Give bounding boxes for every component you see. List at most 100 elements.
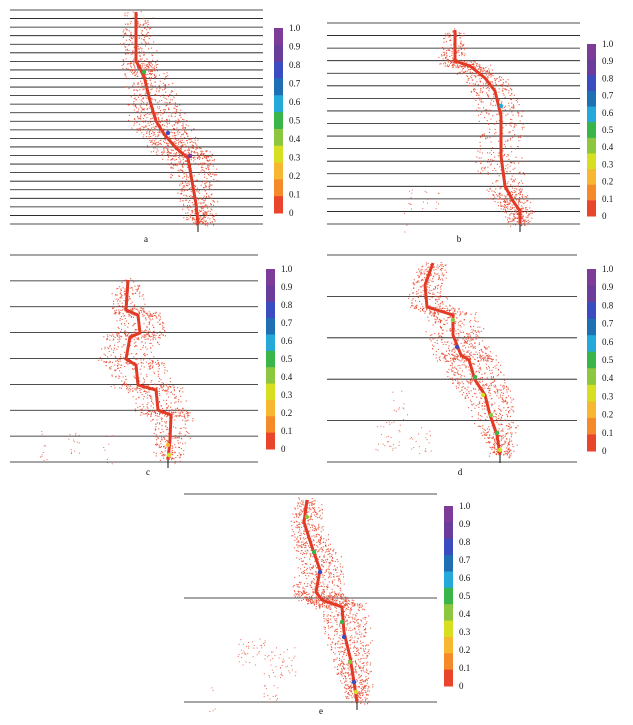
panel-a-colorbar-tick: 0.3: [289, 153, 301, 163]
panel-e-colorbar: 1.0 0.9 0.8 0.7 0.6 0.5 0.4 0.3 0.2 0.1 0: [444, 501, 471, 691]
panel-c-caption: c: [146, 467, 150, 477]
panel-d-layer-lines: [327, 254, 577, 463]
panel-e-damage-marker: [341, 634, 347, 640]
panel-e-colorbar-segment: [444, 620, 453, 638]
panel-d-colorbar-segment: [587, 269, 596, 287]
panel-a-colorbar-segment: [274, 95, 283, 113]
panel-c: 1.0 0.9 0.8 0.7 0.6 0.5 0.4 0.3 0.2 0.1 0 c: [8, 254, 305, 485]
panel-d-damage-marker: [450, 317, 456, 323]
panel-b-layer-lines: [327, 22, 580, 225]
panel-c-colorbar-tick: 0.1: [281, 426, 292, 436]
panel-d-caption: d: [457, 467, 463, 477]
panel-a-colorbar-segment: [274, 28, 283, 46]
panel-a-colorbar-segment: [274, 196, 283, 214]
panel-b-colorbar-segment: [587, 153, 596, 170]
panel-d-damage-marker: [488, 412, 494, 418]
panel-d-colorbar-segment: [587, 368, 596, 386]
panel-c-colorbar-tick: 1.0: [281, 264, 293, 274]
panel-d-colorbar-tick: 1.0: [602, 264, 614, 274]
panel-b-colorbar-segment: [587, 90, 596, 108]
panel-a-colorbar-tick: 0.2: [289, 171, 300, 181]
panel-c-colorbar-tick: 0.3: [281, 390, 293, 400]
panel-d-plot: 1.0 0.9 0.8 0.7 0.6 0.5 0.4 0.3 0.2 0.1 0: [327, 254, 614, 463]
panel-e-colorbar-segment: [444, 571, 453, 589]
panel-a-colorbar-tick: 0.8: [289, 60, 301, 70]
panel-e-caption: e: [319, 706, 323, 716]
panel-c-colorbar-segment: [266, 367, 275, 385]
panel-a: 1.0 0.9 0.8 0.7 0.6 0.5 0.4 0.3 0.2 0.1 0 a: [8, 6, 305, 246]
panel-e-damage-marker: [351, 679, 357, 685]
panel-b: 1.0 0.9 0.8 0.7 0.6 0.5 0.4 0.3 0.2 0.1 0 b: [325, 6, 625, 246]
panel-b-main-crack: [453, 30, 522, 224]
panel-a-colorbar-tick: 1.0: [289, 23, 301, 33]
panel-a-colorbar-tick: 0.1: [289, 190, 300, 200]
panel-e-layer-lines: [184, 493, 437, 703]
panel-c-damage-marker: [166, 452, 172, 458]
panel-c-colorbar-tick: 0.5: [281, 354, 293, 364]
panel-c-colorbar-segment: [266, 350, 275, 368]
panel-b-colorbar-segment: [587, 75, 596, 92]
panel-e-damage-marker: [317, 569, 323, 575]
panel-c-fracture-field: [40, 278, 194, 468]
panel-d-colorbar-segment: [587, 318, 596, 336]
panel-e-colorbar-tick: 0.5: [459, 591, 471, 601]
panel-c-colorbar-segment: [266, 301, 275, 319]
panel-a-colorbar-segment: [274, 44, 283, 63]
panel-b-colorbar-tick: 0.2: [602, 177, 613, 187]
panel-d-colorbar-segment: [587, 384, 596, 402]
panel-d-colorbar-tick: 0.3: [602, 391, 614, 401]
panel-c-colorbar-segment: [266, 334, 275, 352]
panel-b-colorbar-tick: 0.6: [602, 108, 614, 118]
panel-c-plot: 1.0 0.9 0.8 0.7 0.6 0.5 0.4 0.3 0.2 0.1 0: [10, 254, 293, 468]
panel-e: 1.0 0.9 0.8 0.7 0.6 0.5 0.4 0.3 0.2 0.1 0 e: [182, 492, 482, 722]
panel-c-colorbar-tick: 0.8: [281, 300, 293, 310]
panel-c-colorbar-tick: 0: [281, 444, 286, 454]
panel-d-damage-marker: [472, 374, 478, 380]
panel-e-colorbar-tick: 0.4: [459, 609, 471, 619]
panel-a-colorbar-segment: [274, 78, 283, 96]
panel-e-colorbar-segment: [444, 669, 453, 687]
panel-d-colorbar-segment: [587, 285, 596, 303]
panel-a-colorbar-tick: 0.6: [289, 97, 301, 107]
panel-a-main-crack: [134, 12, 200, 225]
panel-e-colorbar-tick: 0.3: [459, 627, 471, 637]
panel-c-colorbar-segment: [266, 383, 275, 401]
panel-b-fracture-field: [404, 28, 535, 233]
panel-c-colorbar-tick: 0.6: [281, 336, 293, 346]
panel-b-colorbar-segment: [587, 44, 596, 61]
panel-b-colorbar-tick: 0.1: [602, 194, 613, 204]
panel-a-damage-marker: [187, 153, 193, 159]
panel-c-colorbar-segment: [266, 318, 275, 335]
panel-b-colorbar-segment: [587, 169, 596, 186]
panel-a-colorbar-tick: 0.7: [289, 79, 301, 89]
panel-e-damage-marker: [311, 549, 317, 555]
panel-d-colorbar-segment: [587, 302, 596, 320]
panel-e-colorbar-tick: 0.9: [459, 519, 471, 529]
panel-d-damage-marker: [454, 344, 460, 350]
panel-d-colorbar-tick: 0.6: [602, 337, 614, 347]
panel-b-colorbar-segment: [587, 200, 596, 217]
panel-c-colorbar-tick: 0.7: [281, 318, 293, 328]
panel-c-colorbar-segment: [266, 416, 275, 434]
panel-a-fracture-field: [119, 11, 219, 232]
panel-b-colorbar-tick: 0.8: [602, 73, 614, 83]
panel-e-colorbar-segment: [444, 522, 453, 540]
panel-b-colorbar-segment: [587, 122, 596, 139]
panel-e-colorbar-segment: [444, 555, 453, 572]
panel-e-colorbar-tick: 1.0: [459, 501, 471, 511]
panel-e-plot: 1.0 0.9 0.8 0.7 0.6 0.5 0.4 0.3 0.2 0.1 0: [184, 493, 471, 712]
panel-a-plot: 1.0 0.9 0.8 0.7 0.6 0.5 0.4 0.3 0.2 0.1 0: [10, 9, 301, 232]
panel-b-colorbar-tick: 0.5: [602, 125, 614, 135]
panel-e-damage-marker: [304, 514, 310, 520]
panel-e-main-crack: [302, 499, 359, 703]
panel-d-colorbar: 1.0 0.9 0.8 0.7 0.6 0.5 0.4 0.3 0.2 0.1 0: [587, 264, 614, 456]
panel-b-colorbar-segment: [587, 137, 596, 154]
panel-b-colorbar-segment: [587, 106, 596, 123]
panel-e-colorbar-tick: 0.2: [459, 645, 470, 655]
panel-d-damage-marker: [480, 392, 486, 398]
panel-c-layer-lines: [10, 254, 258, 463]
panel-e-colorbar-segment: [444, 604, 453, 622]
panel-a-colorbar-tick: 0.4: [289, 134, 301, 144]
panel-d-colorbar-segment: [587, 401, 596, 419]
panel-e-fracture-field: [209, 497, 374, 712]
